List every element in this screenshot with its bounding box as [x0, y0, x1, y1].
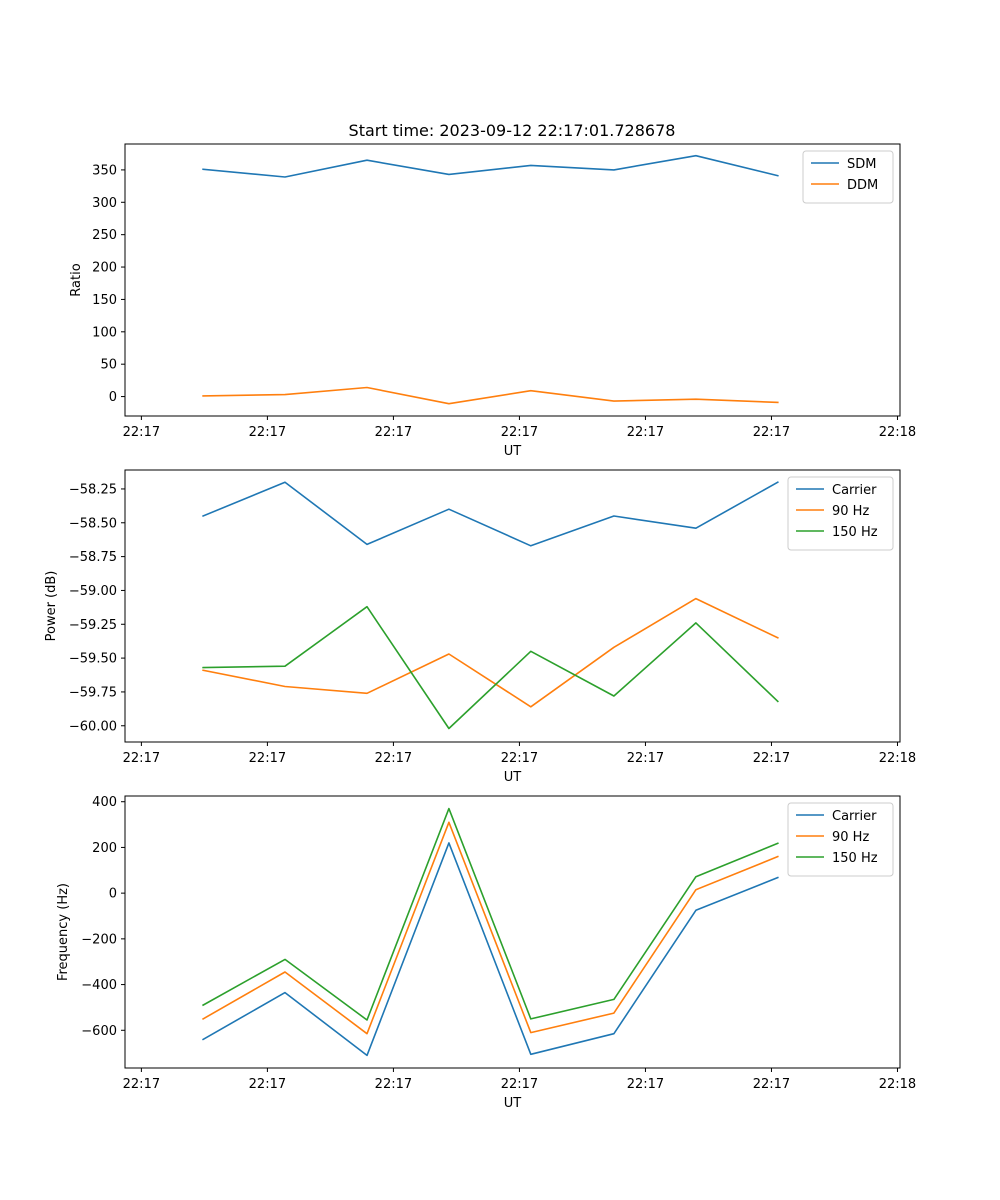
- legend-label: DDM: [847, 178, 878, 193]
- y-axis-label: Frequency (Hz): [56, 883, 71, 981]
- y-tick-label: 150: [92, 293, 117, 308]
- subplot-3: 22:17 22:17 22:17 22:17 22:17 22:17 22:18 −600 −…: [56, 795, 916, 1111]
- legend: SDM DDM: [802, 150, 894, 204]
- chart-title: Start time: 2023-09-12 22:17:01.728678: [349, 121, 676, 140]
- x-tick-label: 22:18: [879, 425, 916, 440]
- y-tick-label: 300: [92, 196, 117, 211]
- y-tick-label: 100: [92, 325, 117, 340]
- y-axis-label: Power (dB): [44, 571, 59, 642]
- legend-label: SDM: [847, 157, 876, 172]
- y-tick-label: −60.00: [69, 719, 117, 734]
- x-tick-label: 22:17: [123, 1077, 160, 1092]
- y-tick-label: −59.50: [69, 652, 117, 667]
- x-tick-label: 22:17: [123, 425, 160, 440]
- y-tick-label: 50: [100, 358, 117, 373]
- series-group: [202, 481, 779, 730]
- series-line-90-hz: [202, 821, 779, 1035]
- x-tick-label: 22:17: [501, 1077, 538, 1092]
- subplot-1: 22:17 22:17 22:17 22:17 22:17 22:17 22:18 0 50 10…: [69, 143, 916, 459]
- x-tick-label: 22:18: [879, 751, 916, 766]
- series-group: [202, 807, 779, 1057]
- y-axis-label: Ratio: [69, 263, 84, 296]
- x-axis-label: UT: [504, 1096, 522, 1111]
- x-tick-label: 22:17: [249, 751, 286, 766]
- y-tick-label: 200: [92, 261, 117, 276]
- legend-label: 90 Hz: [832, 504, 869, 519]
- x-tick-label: 22:17: [627, 425, 664, 440]
- y-tick-label: 200: [92, 841, 117, 856]
- y-tick-label: −58.50: [69, 516, 117, 531]
- axes-frame: [124, 795, 901, 1069]
- x-tick-label: 22:18: [879, 1077, 916, 1092]
- series-line-carrier: [202, 481, 779, 547]
- y-tick-label: −59.00: [69, 584, 117, 599]
- legend: Carrier 90 Hz 150 Hz: [787, 476, 894, 551]
- legend-label: 150 Hz: [832, 525, 878, 540]
- series-line-sdm: [202, 154, 779, 178]
- x-tick-label: 22:17: [753, 1077, 790, 1092]
- y-tick-label: 250: [92, 228, 117, 243]
- series-line-150-hz: [202, 807, 779, 1021]
- x-tick-label: 22:17: [501, 751, 538, 766]
- series-line-90-hz: [202, 597, 779, 708]
- y-tick-label: −200: [81, 932, 117, 947]
- legend-box: [802, 150, 894, 204]
- y-tick-label: 350: [92, 163, 117, 178]
- y-tick-label: 400: [92, 795, 117, 810]
- x-tick-label: 22:17: [753, 425, 790, 440]
- x-tick-label: 22:17: [249, 1077, 286, 1092]
- y-tick-label: −58.75: [69, 550, 117, 565]
- axes-frame: [124, 143, 901, 417]
- legend-label: Carrier: [832, 809, 877, 824]
- x-tick-label: 22:17: [375, 1077, 412, 1092]
- series-group: [202, 154, 779, 405]
- x-tick-label: 22:17: [123, 751, 160, 766]
- y-tick-label: 0: [109, 390, 117, 405]
- x-tick-label: 22:17: [249, 425, 286, 440]
- x-tick-label: 22:17: [501, 425, 538, 440]
- series-line-ddm: [202, 386, 779, 405]
- x-tick-label: 22:17: [627, 1077, 664, 1092]
- legend-label: 150 Hz: [832, 851, 878, 866]
- y-tick-label: −400: [81, 978, 117, 993]
- x-tick-label: 22:17: [375, 751, 412, 766]
- legend-label: Carrier: [832, 483, 877, 498]
- x-axis-label: UT: [504, 770, 522, 785]
- x-tick-label: 22:17: [627, 751, 664, 766]
- axes-frame: [124, 469, 901, 743]
- y-tick-label: 0: [109, 887, 117, 902]
- y-tick-label: −59.75: [69, 685, 117, 700]
- y-tick-label: −58.25: [69, 482, 117, 497]
- series-line-150-hz: [202, 605, 779, 730]
- x-axis-label: UT: [504, 444, 522, 459]
- subplot-2: 22:17 22:17 22:17 22:17 22:17 22:17 22:18 −60.0…: [44, 469, 916, 785]
- y-tick-label: −600: [81, 1024, 117, 1039]
- plots-container: 22:17 22:17 22:17 22:17 22:17 22:17 22:18 0 50 10…: [44, 143, 916, 1111]
- x-tick-label: 22:17: [753, 751, 790, 766]
- legend-label: 90 Hz: [832, 830, 869, 845]
- y-tick-label: −59.25: [69, 618, 117, 633]
- x-tick-label: 22:17: [375, 425, 412, 440]
- legend: Carrier 90 Hz 150 Hz: [787, 802, 894, 877]
- series-line-carrier: [202, 842, 779, 1057]
